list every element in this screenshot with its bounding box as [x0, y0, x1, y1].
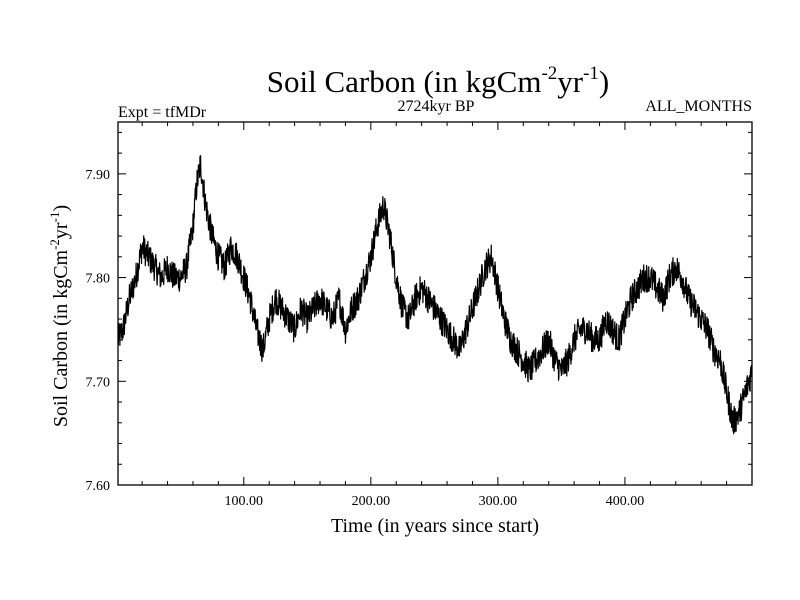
x-tick-label: 300.00	[479, 494, 518, 509]
y-tick-label: 7.60	[86, 479, 111, 494]
series-group	[117, 155, 753, 435]
x-tick-label: 200.00	[352, 494, 391, 509]
y-tick-label: 7.80	[86, 272, 111, 287]
y-axis: 7.60 7.70 7.80 7.90	[86, 131, 752, 494]
series-line	[117, 155, 753, 435]
x-tick-label: 100.00	[225, 494, 264, 509]
x-axis-title: Time (in years since start)	[331, 515, 539, 537]
experiment-label: Expt = tfMDr	[118, 104, 207, 121]
chart-title: Soil Carbon (in kgCm-2yr-1)	[267, 63, 610, 99]
period-label: 2724kyr BP	[398, 98, 475, 115]
y-axis-title: Soil Carbon (in kgCm-2yr-1)	[47, 205, 72, 427]
y-tick-label: 7.90	[86, 168, 111, 183]
y-tick-label: 7.70	[86, 375, 111, 390]
months-label: ALL_MONTHS	[645, 98, 752, 115]
plot-frame	[117, 121, 753, 486]
x-axis: 100.00 200.00 300.00 400.00	[141, 122, 728, 509]
x-tick-label: 400.00	[606, 494, 645, 509]
